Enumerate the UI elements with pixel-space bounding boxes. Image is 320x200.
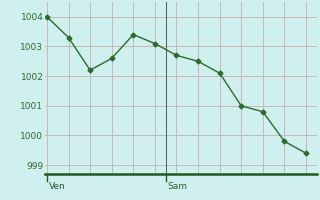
- Text: Sam: Sam: [168, 182, 188, 191]
- Text: Ven: Ven: [49, 182, 66, 191]
